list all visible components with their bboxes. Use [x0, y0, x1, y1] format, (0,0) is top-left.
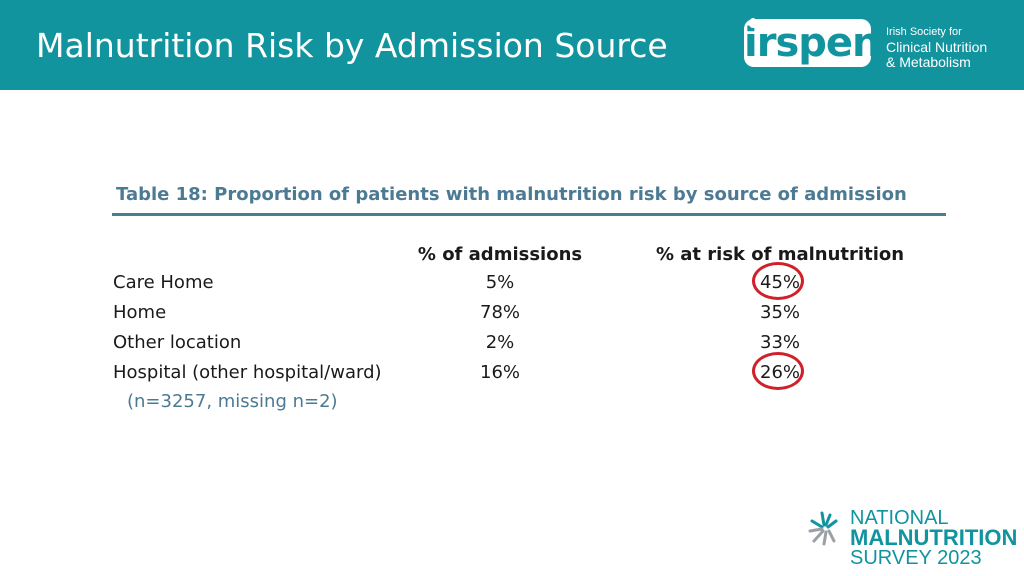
- table-caption: Table 18: Proportion of patients with ma…: [116, 184, 907, 205]
- caption-divider: [112, 213, 946, 216]
- admissions-value: 2%: [485, 332, 515, 353]
- table-row: Care Home 5% 45%: [0, 262, 1024, 302]
- drop-icon: [749, 18, 757, 28]
- irspen-logo: irspen: [744, 19, 880, 67]
- slide-title: Malnutrition Risk by Admission Source: [36, 26, 668, 65]
- at-risk-value: 33%: [759, 332, 801, 353]
- admissions-value: 5%: [485, 272, 515, 293]
- row-label: Hospital (other hospital/ward): [113, 362, 382, 383]
- org-line-2: Clinical Nutrition: [886, 39, 988, 55]
- table-row: Hospital (other hospital/ward) 16% 26%: [0, 352, 1024, 392]
- survey-logo: NATIONAL MALNUTRITION SURVEY 2023: [850, 508, 1017, 568]
- highlight-circle: [752, 352, 804, 390]
- highlight-circle: [752, 262, 804, 300]
- header-bar: Malnutrition Risk by Admission Source ir…: [0, 0, 1024, 90]
- row-label: Other location: [113, 332, 242, 353]
- survey-line-1: NATIONAL: [850, 507, 949, 529]
- table-row: Other location 2% 33%: [0, 332, 1024, 362]
- admissions-value: 78%: [479, 302, 521, 323]
- sample-size-note: (n=3257, missing n=2): [127, 391, 338, 412]
- row-label: Care Home: [113, 272, 214, 293]
- table-row: Home 78% 35%: [0, 302, 1024, 332]
- survey-logo-icon: [808, 511, 838, 546]
- at-risk-value: 35%: [759, 302, 801, 323]
- irspen-logo-text: irspen: [744, 20, 880, 66]
- column-header-at-risk: % at risk of malnutrition: [655, 244, 905, 265]
- column-header-admissions: % of admissions: [417, 244, 583, 265]
- org-name: Irish Society for Clinical Nutrition & M…: [886, 25, 987, 70]
- row-label: Home: [113, 302, 167, 323]
- survey-line-2: MALNUTRITION: [850, 525, 1018, 550]
- admissions-value: 16%: [479, 362, 521, 383]
- survey-line-3: SURVEY 2023: [850, 547, 982, 569]
- org-line-1: Irish Society for: [886, 26, 962, 38]
- org-line-3: & Metabolism: [886, 54, 971, 70]
